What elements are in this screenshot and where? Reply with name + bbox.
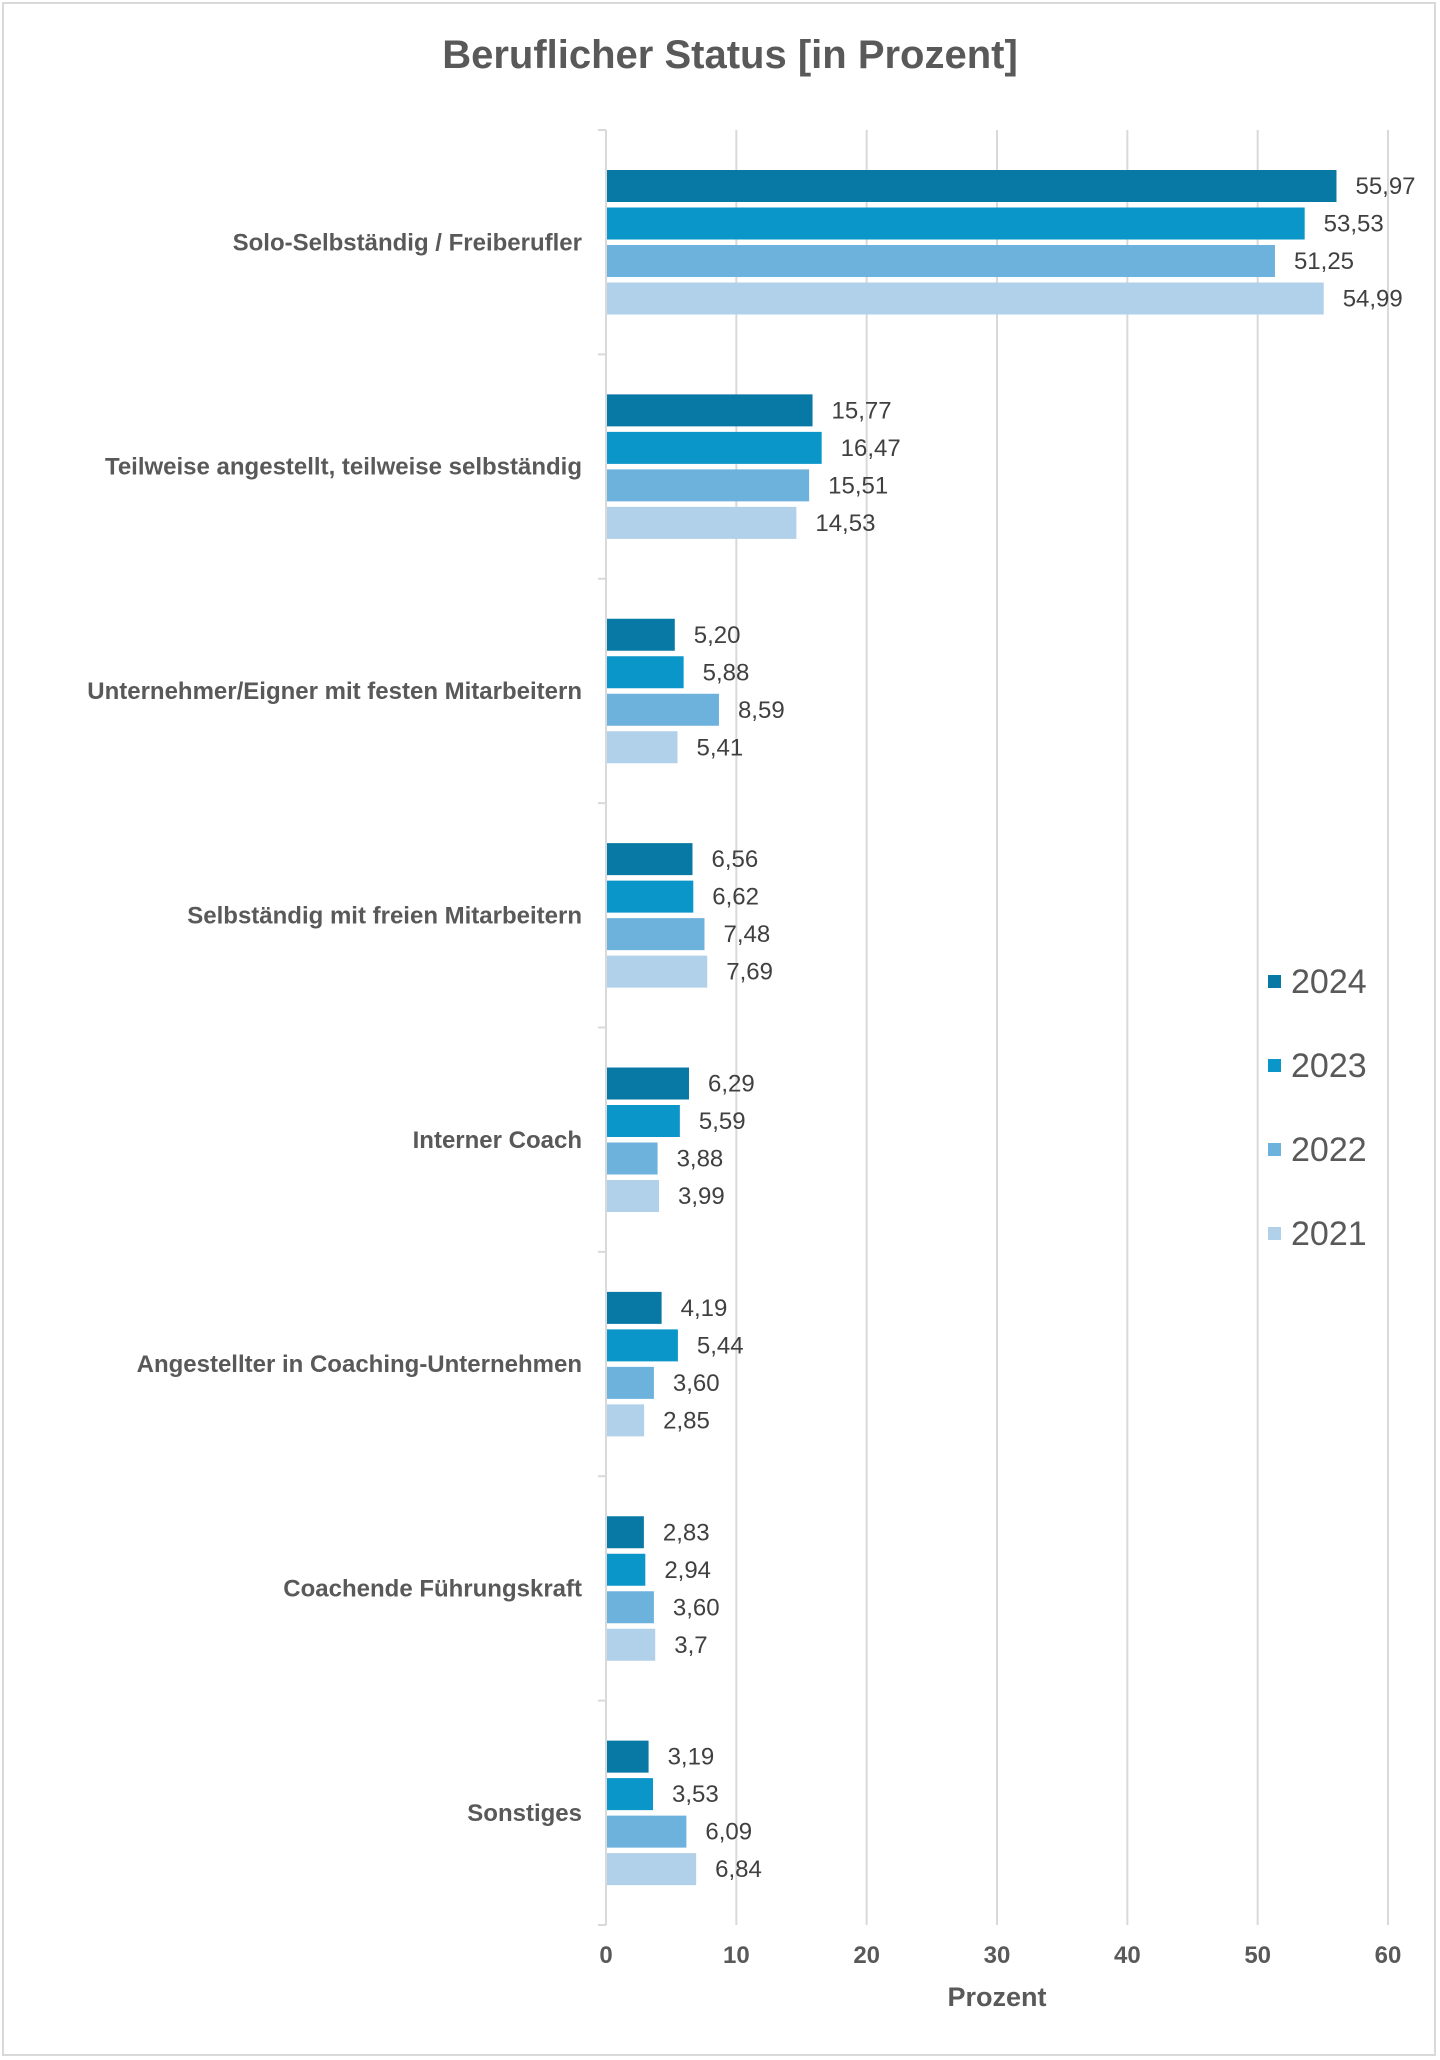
legend-label-2021: 2021: [1291, 1215, 1367, 1253]
bar-2024-2: [607, 618, 675, 651]
legend-swatch-2021: [1268, 1227, 1281, 1240]
x-tick-40: 40: [1114, 1942, 1141, 1969]
bar-2022-2: [607, 693, 719, 726]
bar-2024-5: [607, 1291, 662, 1324]
data-label-2022-5: 3,60: [673, 1370, 720, 1397]
data-label-2022-0: 51,25: [1294, 248, 1354, 275]
legend: 2024 2023 2022 2021: [1268, 963, 1367, 1253]
bar-2024-0: [607, 170, 1337, 202]
bar-2022-7: [607, 1815, 687, 1848]
data-label-2021-4: 3,99: [678, 1183, 725, 1210]
x-tick-0: 0: [599, 1942, 612, 1969]
bar-2023-1: [607, 431, 822, 464]
category-label-7: Sonstiges: [467, 1800, 582, 1827]
bar-2021-3: [607, 955, 708, 988]
bar-2022-4: [607, 1142, 658, 1175]
data-label-2023-0: 53,53: [1324, 211, 1384, 238]
data-label-2024-7: 3,19: [668, 1744, 715, 1771]
data-label-2024-1: 15,77: [832, 397, 892, 424]
data-label-2021-7: 6,84: [715, 1856, 762, 1883]
legend-label-2022: 2022: [1291, 1131, 1367, 1169]
data-label-2022-7: 6,09: [705, 1819, 752, 1846]
bar-2023-6: [607, 1553, 646, 1586]
x-tick-20: 20: [853, 1942, 880, 1969]
bar-2024-4: [607, 1067, 689, 1100]
bar-2024-3: [607, 843, 693, 876]
data-label-2023-2: 5,88: [703, 659, 750, 686]
data-label-2023-3: 6,62: [712, 884, 759, 911]
data-label-2022-4: 3,88: [677, 1146, 724, 1173]
data-label-2024-0: 55,97: [1355, 173, 1415, 200]
bar-2021-6: [607, 1628, 656, 1661]
bars: 55,97 53,53 51,25 54,99 15,77 16,47 15,51 14,53…: [607, 170, 1416, 1886]
legend-label-2023: 2023: [1291, 1047, 1367, 1085]
data-label-2023-6: 2,94: [664, 1557, 711, 1584]
data-label-2022-3: 7,48: [723, 921, 770, 948]
bar-2023-3: [607, 880, 694, 913]
category-label-3: Selbständig mit freien Mitarbeitern: [187, 902, 582, 929]
bar-2024-6: [607, 1516, 644, 1549]
bar-2023-5: [607, 1329, 678, 1362]
data-label-2021-5: 2,85: [663, 1407, 710, 1434]
bar-2021-1: [607, 506, 797, 539]
bar-2021-2: [607, 731, 678, 764]
bar-2023-4: [607, 1105, 680, 1137]
data-label-2022-1: 15,51: [828, 472, 888, 499]
data-label-2024-4: 6,29: [708, 1071, 755, 1098]
category-axis: [598, 129, 607, 1926]
chart-title: Beruflicher Status [in Prozent]: [442, 33, 1018, 77]
category-label-4: Interner Coach: [413, 1127, 582, 1154]
bar-2022-6: [607, 1591, 654, 1624]
x-tick-60: 60: [1375, 1942, 1402, 1969]
x-tick-labels: 0 10 20 30 40 50 60: [599, 1942, 1401, 1969]
x-axis-label: Prozent: [947, 1982, 1046, 2012]
category-label-1: Teilweise angestellt, teilweise selbstän…: [105, 454, 582, 481]
bar-2024-7: [607, 1740, 649, 1773]
legend-label-2024: 2024: [1291, 963, 1367, 1001]
category-label-2: Unternehmer/Eigner mit festen Mitarbeite…: [87, 678, 582, 705]
data-label-2023-7: 3,53: [672, 1781, 719, 1808]
data-label-2022-2: 8,59: [738, 697, 785, 724]
bar-2021-0: [607, 282, 1324, 315]
bar-2022-1: [607, 469, 810, 502]
x-tick-50: 50: [1244, 1942, 1271, 1969]
bar-2023-0: [607, 207, 1305, 240]
data-label-2021-3: 7,69: [726, 959, 773, 986]
data-label-2021-1: 14,53: [815, 510, 875, 537]
category-labels: Solo-Selbständig / Freiberufler Teilweise…: [87, 229, 582, 1827]
data-label-2023-5: 5,44: [697, 1332, 744, 1359]
data-label-2021-6: 3,7: [674, 1632, 707, 1659]
data-label-2024-5: 4,19: [681, 1295, 728, 1322]
bar-2023-2: [607, 656, 684, 689]
legend-swatch-2023: [1268, 1059, 1281, 1072]
bar-2022-3: [607, 918, 705, 951]
bar-2023-7: [607, 1778, 654, 1811]
gridlines: [735, 130, 1389, 1925]
data-label-2022-6: 3,60: [673, 1594, 720, 1621]
bar-2024-1: [607, 394, 813, 427]
legend-swatch-2024: [1268, 975, 1281, 988]
bar-2021-7: [607, 1853, 697, 1886]
bar-2021-5: [607, 1404, 645, 1437]
category-label-5: Angestellter in Coaching-Unternehmen: [137, 1351, 582, 1378]
data-label-2021-2: 5,41: [697, 734, 744, 761]
data-label-2023-1: 16,47: [841, 435, 901, 462]
bar-2022-0: [607, 245, 1275, 277]
x-tick-30: 30: [984, 1942, 1011, 1969]
data-label-2024-2: 5,20: [694, 622, 741, 649]
data-label-2023-4: 5,59: [699, 1108, 746, 1135]
data-label-2024-6: 2,83: [663, 1519, 710, 1546]
data-label-2024-3: 6,56: [711, 846, 758, 873]
category-label-0: Solo-Selbständig / Freiberufler: [233, 229, 582, 256]
bar-2021-4: [607, 1180, 660, 1212]
category-label-6: Coachende Führungskraft: [283, 1576, 582, 1603]
data-label-2021-0: 54,99: [1343, 286, 1403, 313]
legend-swatch-2022: [1268, 1143, 1281, 1156]
bar-2022-5: [607, 1366, 654, 1399]
x-tick-10: 10: [723, 1942, 750, 1969]
